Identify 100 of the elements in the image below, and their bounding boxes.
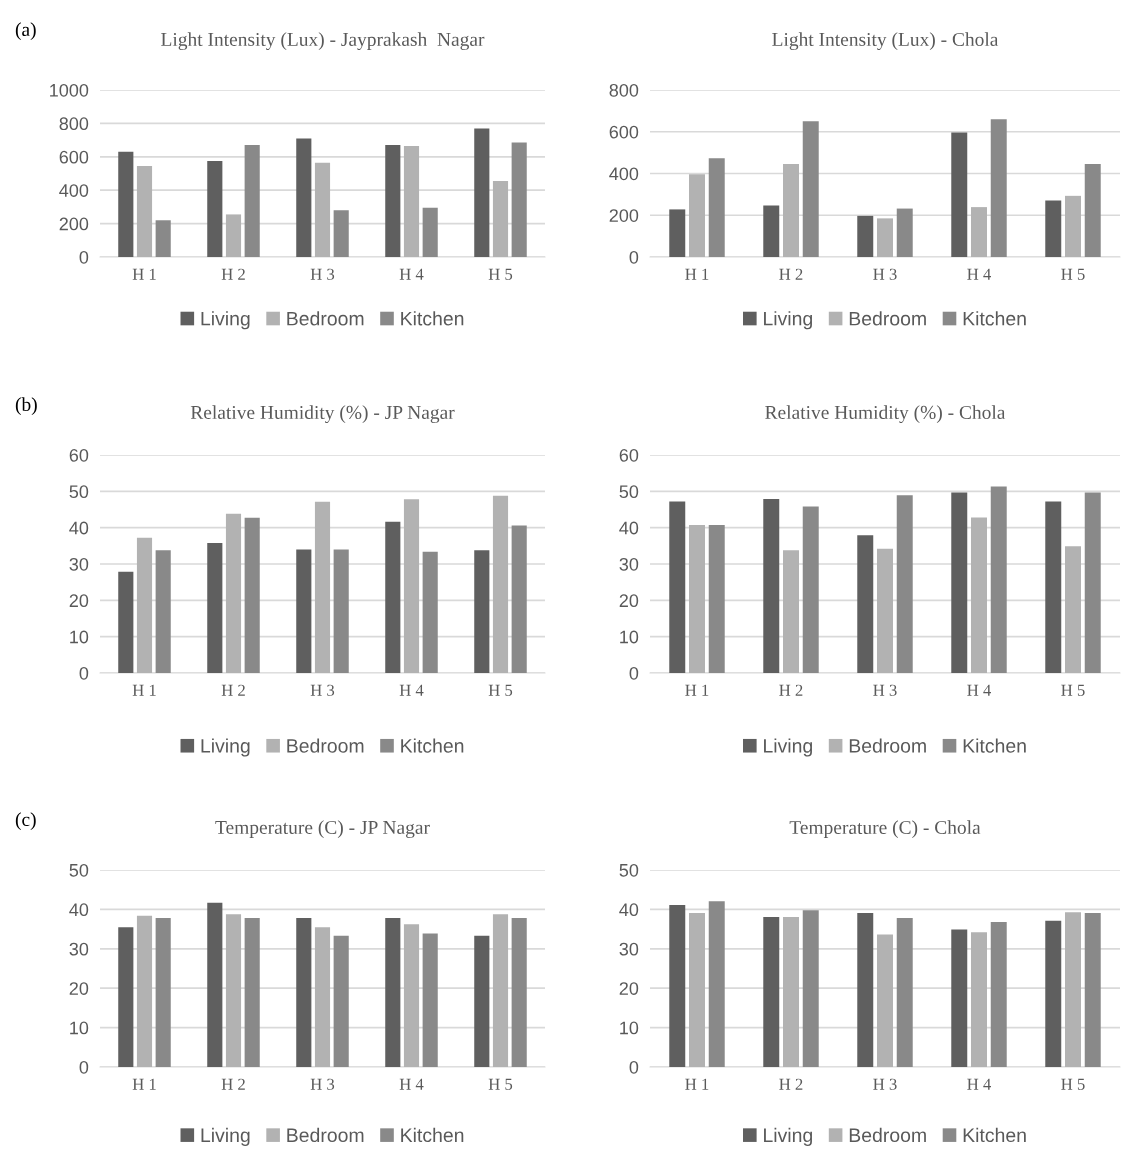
y-tick-label: 600 [609, 125, 639, 139]
x-tick-label: H 2 [221, 1078, 245, 1090]
y-tick-label: 30 [619, 942, 639, 956]
bar [669, 905, 686, 1067]
bar [783, 164, 799, 257]
bar [689, 174, 705, 257]
y-tick-label: 40 [619, 521, 639, 535]
bar [877, 218, 893, 257]
y-tick-label: 600 [59, 150, 89, 164]
x-tick-label: H 2 [779, 684, 803, 696]
bar [492, 914, 509, 1067]
legend-label: Bedroom [849, 1127, 926, 1143]
x-tick-label: H 1 [132, 684, 156, 696]
legend-label: Living [764, 738, 812, 757]
bar [857, 215, 874, 257]
bar [296, 138, 312, 257]
y-tick-label: 0 [79, 666, 89, 680]
bar [877, 934, 893, 1067]
bar [333, 549, 349, 673]
legend-label: Bedroom [287, 738, 364, 753]
bar [422, 933, 438, 1067]
y-tick-label: 200 [59, 217, 89, 231]
bar [225, 914, 242, 1067]
bar [155, 918, 171, 1067]
bar [896, 208, 913, 257]
y-tick-label: 20 [619, 982, 639, 995]
x-tick-label: H 4 [967, 684, 992, 696]
y-tick-label: 30 [69, 557, 89, 571]
bar [314, 501, 331, 673]
text: (a) [15, 22, 36, 40]
bar [689, 912, 705, 1067]
bar [708, 158, 725, 257]
y-tick-label: 200 [609, 209, 639, 222]
x-tick-label: H 5 [1061, 1078, 1085, 1090]
x-tick-label: H 1 [685, 684, 709, 696]
y-tick-label: 30 [69, 942, 89, 956]
bar [314, 927, 331, 1067]
bar [990, 486, 1007, 673]
bar [136, 165, 153, 257]
bar [511, 142, 527, 257]
y-tick-label: 400 [609, 167, 639, 181]
bar [207, 902, 223, 1067]
y-tick-label: 0 [629, 250, 639, 264]
bar [333, 210, 349, 257]
bar [877, 548, 893, 673]
bar [763, 498, 780, 673]
x-tick-label: H 1 [132, 268, 156, 280]
x-tick-label: H 1 [685, 268, 709, 280]
y-tick-label: 40 [619, 903, 639, 917]
bar [511, 918, 527, 1067]
y-tick-label: 50 [69, 863, 89, 877]
bar [296, 549, 312, 673]
bar [1065, 195, 1081, 257]
legend-label: Bedroom [849, 311, 926, 326]
y-tick-label: 40 [69, 521, 89, 535]
bar [802, 506, 819, 673]
bar [244, 145, 260, 257]
x-tick-label: H 5 [488, 1078, 513, 1090]
bar [802, 121, 819, 257]
bar [403, 924, 420, 1067]
x-tick-label: H 4 [967, 268, 992, 280]
x-tick-label: H 2 [221, 268, 245, 280]
bar [207, 542, 223, 673]
bar [689, 525, 705, 673]
x-tick-label: H 4 [399, 684, 424, 696]
y-tick-label: 40 [69, 903, 89, 917]
chart-title: Temperature (C) - JP Nagar [215, 820, 430, 838]
bar [763, 916, 780, 1067]
x-tick-label: H 3 [310, 684, 335, 696]
text: (c) [15, 812, 36, 830]
x-tick-label: H 3 [873, 684, 897, 696]
bar [971, 932, 987, 1067]
legend-label: Living [201, 738, 250, 757]
x-tick-label: H 4 [399, 268, 424, 280]
x-tick-label: H 5 [1061, 684, 1085, 696]
x-tick-label: H 5 [488, 684, 513, 696]
legend-label: Kitchen [963, 1127, 1026, 1143]
bar [1084, 164, 1101, 257]
bar [385, 145, 401, 257]
y-tick-label: 60 [69, 448, 89, 462]
y-tick-label: 400 [59, 184, 89, 197]
bar [763, 205, 780, 257]
bar [422, 551, 438, 673]
bar [207, 160, 223, 257]
bar [990, 119, 1007, 257]
bar [1084, 912, 1101, 1067]
bar [708, 525, 725, 673]
text: (b) [15, 397, 37, 415]
y-tick-label: 10 [620, 630, 639, 644]
y-tick-label: 50 [69, 485, 89, 499]
x-tick-label: H 1 [685, 1078, 709, 1090]
bar [971, 207, 987, 257]
y-tick-label: 50 [619, 485, 639, 499]
bar [403, 499, 420, 673]
y-tick-label: 0 [629, 1060, 639, 1074]
chart-title: Light Intensity (Lux) - Chola [772, 32, 999, 50]
x-tick-label: H 4 [399, 1078, 424, 1090]
bar [155, 550, 171, 673]
bar [244, 517, 260, 673]
bar [669, 209, 686, 257]
